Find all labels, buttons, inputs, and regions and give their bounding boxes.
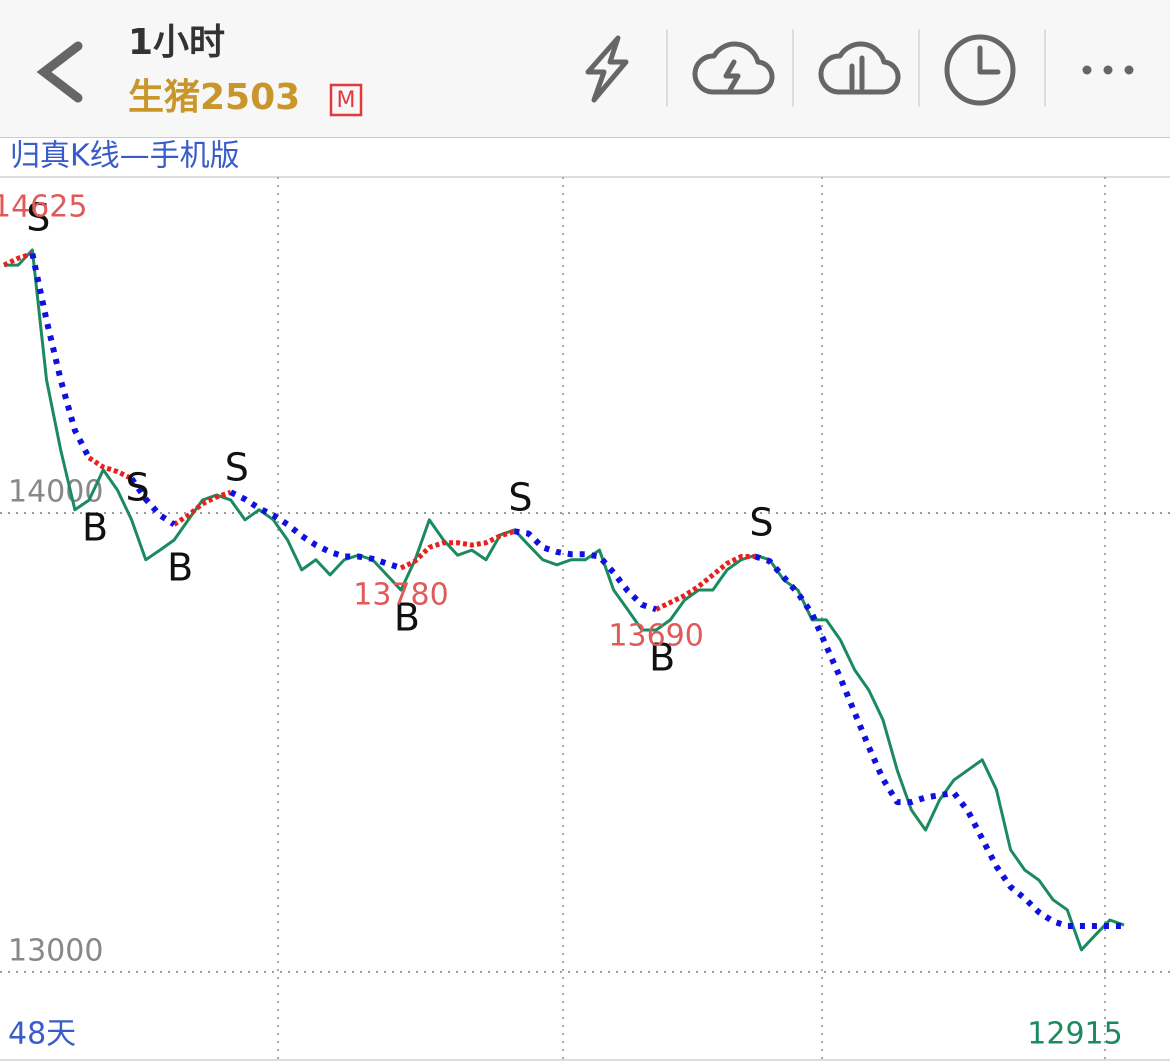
flash-icon[interactable] bbox=[585, 35, 629, 103]
clock-hands bbox=[977, 45, 1001, 75]
signal-label: S bbox=[508, 475, 532, 519]
signal-label: B bbox=[167, 546, 193, 590]
badge-box bbox=[329, 83, 363, 117]
symbol: 生猪2503 bbox=[128, 77, 300, 118]
more-icon[interactable] bbox=[1082, 65, 1134, 75]
period-label: 48天 bbox=[8, 1017, 76, 1052]
series-line bbox=[2, 251, 756, 612]
signal-label: S bbox=[126, 465, 150, 509]
signal-label: S bbox=[749, 501, 773, 545]
series-line bbox=[29, 253, 1124, 929]
extreme-label: 14625 bbox=[0, 190, 87, 225]
back-button[interactable] bbox=[36, 41, 83, 103]
badge: M bbox=[337, 88, 356, 113]
cloud-icon[interactable] bbox=[818, 41, 901, 95]
signal-label: B bbox=[394, 596, 420, 640]
extreme-label: 12915 bbox=[1027, 1016, 1122, 1051]
indicator-name: 归真K线—手机版 bbox=[10, 139, 240, 174]
cloud-flash-icon[interactable] bbox=[692, 41, 775, 95]
title: 1小时 bbox=[128, 22, 225, 63]
y-tick-label: 14000 bbox=[8, 474, 103, 509]
signal-label: S bbox=[26, 195, 50, 239]
extreme-label: 13780 bbox=[353, 577, 448, 612]
signal-label: S bbox=[225, 446, 249, 490]
toolbar bbox=[0, 0, 1170, 137]
clock-icon[interactable] bbox=[944, 34, 1016, 106]
y-tick-label: 13000 bbox=[8, 933, 103, 968]
signal-label: B bbox=[82, 506, 108, 550]
toolbar-icons bbox=[585, 29, 1046, 107]
extreme-label: 13690 bbox=[608, 619, 703, 654]
signal-label: B bbox=[649, 635, 675, 679]
